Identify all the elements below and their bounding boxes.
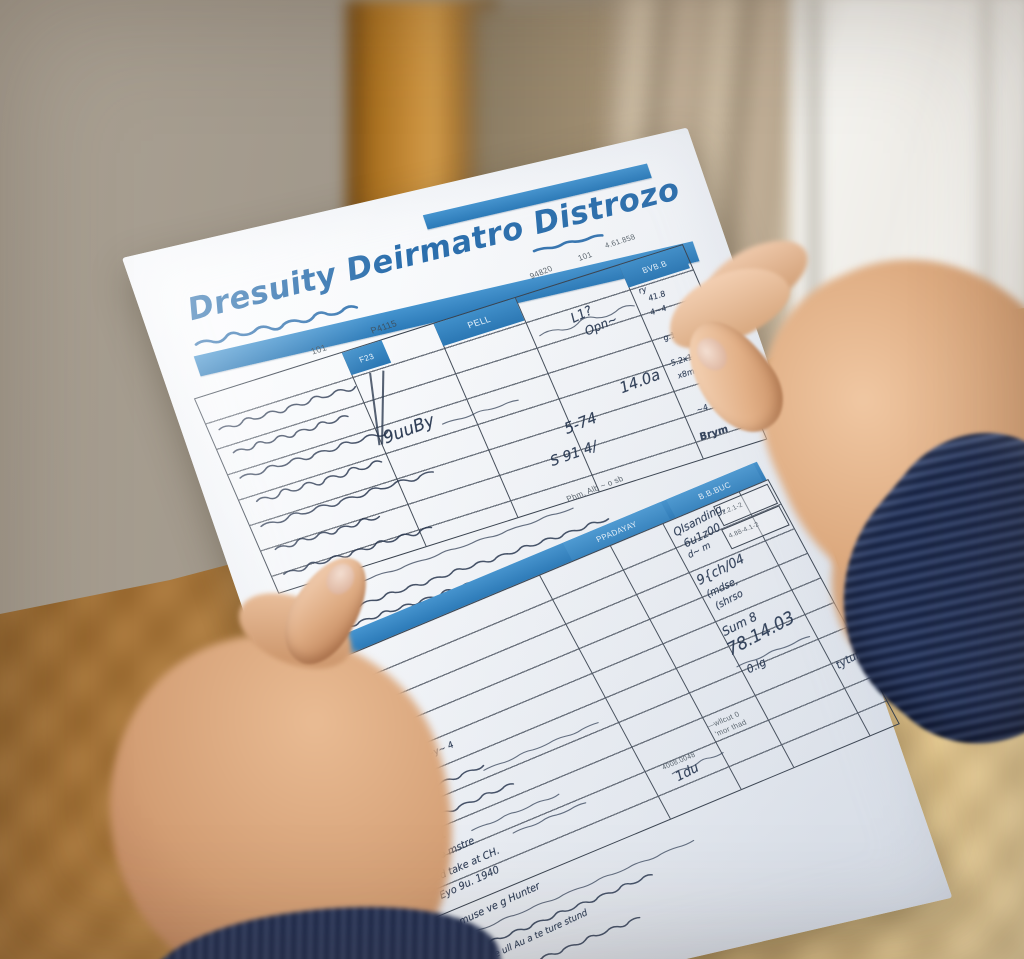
paper-form: Dresuity Deirmatro Distrozo 101 P4115 94…	[122, 127, 953, 959]
upper-table-group: 101 P4115 94820 101 4.61.858 F23 PELL BV…	[104, 93, 806, 620]
handwriting-scribble	[260, 471, 434, 528]
pen-underline	[483, 722, 599, 771]
pen-swirl	[539, 305, 635, 337]
handwriting-scribble	[255, 460, 383, 503]
pen-underline	[512, 802, 587, 834]
lower-table-group: PPADAYAY B.B.BUC 1.2.1-2 4.88-4.1-2 Qlsa…	[55, 63, 900, 959]
handwriting-scribble	[274, 515, 381, 551]
handwriting-scribble	[232, 415, 349, 454]
pen-dash	[671, 752, 724, 775]
upper-table: F23 PELL BVB.B 9uuBy 5-74 S 91 4/ 14.0a	[193, 244, 768, 594]
pen-underline	[464, 839, 695, 937]
pen-dash	[441, 399, 519, 425]
handwriting-scribble	[497, 916, 641, 959]
handwriting-scribble	[283, 526, 433, 575]
title-underline-scribble	[532, 234, 604, 253]
handwriting-scribble	[239, 430, 389, 479]
title-flourish-scribble	[194, 305, 359, 346]
handwriting-scribble	[218, 385, 357, 431]
pen-underline	[736, 636, 811, 668]
right-thumb-nail	[690, 332, 734, 377]
tiny-print: 4.88-4.1-2	[727, 521, 761, 540]
left-thumb-nail	[321, 558, 360, 600]
pen-underline	[471, 793, 560, 832]
handwriting-scribble	[466, 874, 653, 953]
